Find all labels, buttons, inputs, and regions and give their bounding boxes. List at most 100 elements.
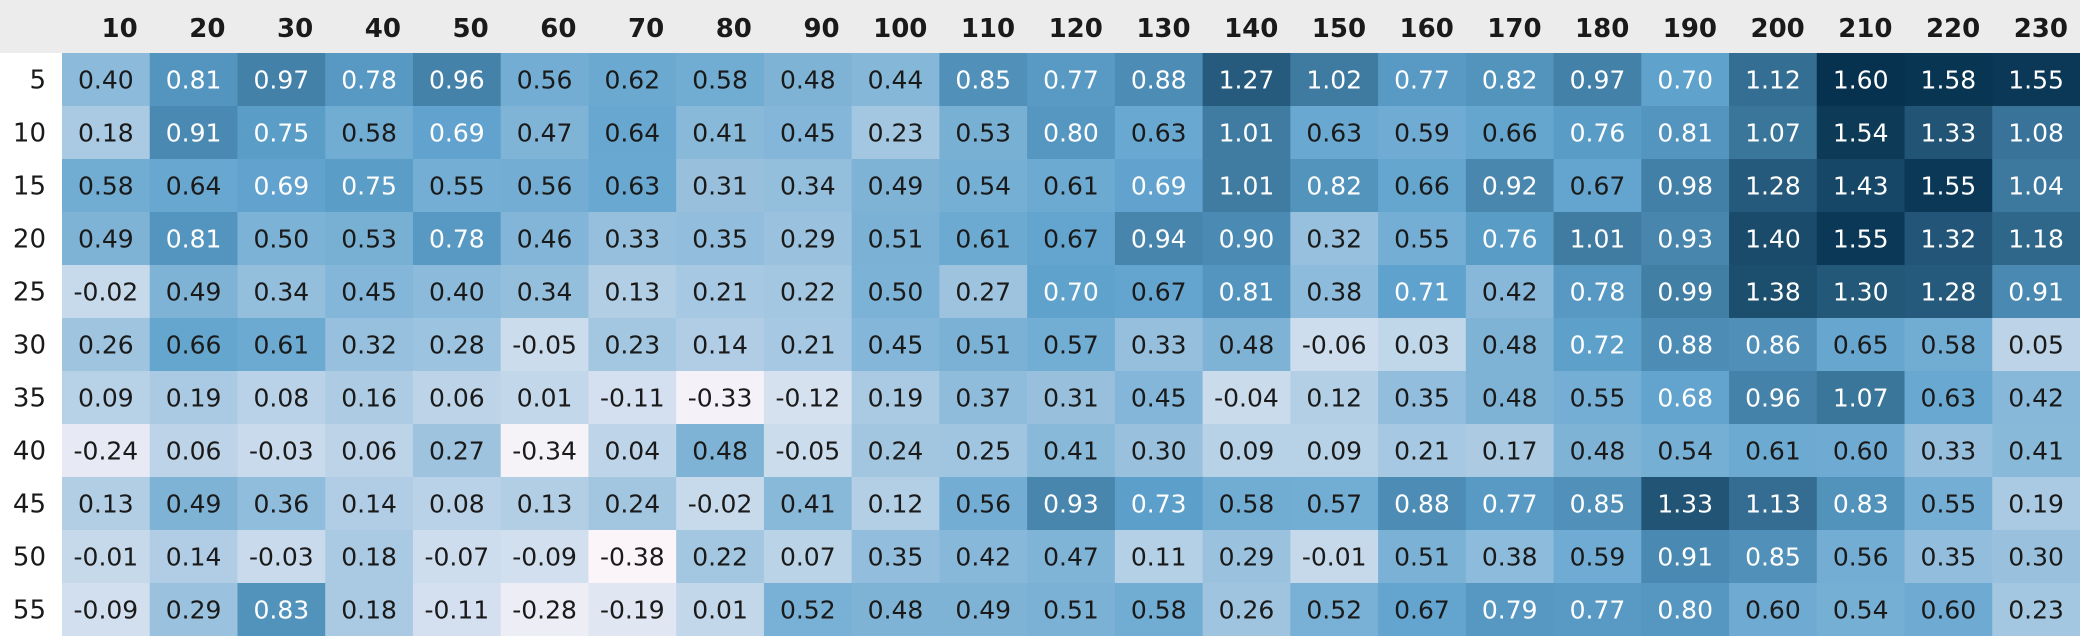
heatmap-cell	[939, 424, 1028, 478]
cell-value-label: 0.62	[604, 66, 660, 95]
cell-value-label: 0.81	[166, 225, 222, 254]
heatmap-cell	[1465, 424, 1555, 478]
cell-value-label: -0.34	[512, 437, 577, 466]
cell-value-label: 0.18	[341, 543, 397, 572]
cell-value-label: 0.48	[1570, 437, 1626, 466]
column-label: 30	[277, 14, 313, 44]
heatmap-cell	[1816, 477, 1906, 531]
cell-value-label: 0.81	[166, 66, 222, 95]
heatmap-cell	[1027, 53, 1116, 107]
cell-value-label: 0.69	[429, 119, 485, 148]
cell-value-label: 0.34	[254, 278, 310, 307]
heatmap-cell	[1114, 265, 1204, 319]
heatmap-cell	[1729, 371, 1818, 425]
heatmap-cell	[851, 106, 940, 160]
cell-value-label: 1.33	[1921, 119, 1977, 148]
column-header-band	[0, 0, 2080, 53]
cell-value-label: 0.75	[254, 119, 310, 148]
cell-value-label: 0.29	[780, 225, 836, 254]
heatmap-cell	[939, 371, 1028, 425]
heatmap-cell	[1553, 371, 1642, 425]
cell-value-label: 1.40	[1745, 225, 1801, 254]
heatmap-cell	[1290, 583, 1379, 636]
cell-value-label: 0.52	[1306, 596, 1362, 625]
column-label: 90	[803, 14, 839, 44]
row-label: 25	[13, 278, 46, 308]
heatmap-cell	[237, 318, 326, 372]
heatmap-cell	[62, 318, 151, 372]
heatmap-cell	[1465, 265, 1555, 319]
heatmap-cell	[1290, 53, 1379, 107]
cell-value-label: 1.43	[1833, 172, 1889, 201]
cell-value-label: 1.02	[1306, 66, 1362, 95]
cell-value-label: 0.33	[1131, 331, 1187, 360]
heatmap-cell	[1114, 583, 1204, 636]
cell-value-label: 0.79	[1482, 596, 1538, 625]
column-label: 40	[365, 14, 401, 44]
heatmap-cell	[1465, 477, 1555, 531]
heatmap-cell	[412, 106, 502, 160]
heatmap-cell	[1465, 212, 1555, 266]
cell-value-label: 0.77	[1570, 596, 1626, 625]
heatmap-cell	[1027, 530, 1116, 584]
cell-value-label: 0.69	[1131, 172, 1187, 201]
heatmap-cell	[1729, 530, 1818, 584]
heatmap-cell	[62, 265, 151, 319]
cell-value-label: 1.33	[1657, 490, 1713, 519]
cell-value-label: 0.45	[868, 331, 924, 360]
heatmap-cell	[1465, 318, 1555, 372]
heatmap-cell	[1378, 106, 1467, 160]
cell-value-label: 0.29	[166, 596, 222, 625]
heatmap-cell	[1816, 371, 1906, 425]
cell-value-label: 0.35	[1921, 543, 1977, 572]
cell-value-label: 0.54	[1657, 437, 1713, 466]
heatmap-cell	[1027, 477, 1116, 531]
cell-value-label: 0.97	[254, 66, 310, 95]
heatmap-cell	[412, 53, 502, 107]
cell-value-label: 1.30	[1833, 278, 1889, 307]
heatmap-cell	[149, 530, 238, 584]
cell-value-label: 1.04	[2008, 172, 2064, 201]
cell-value-label: 1.07	[1745, 119, 1801, 148]
heatmap-cell	[676, 106, 765, 160]
heatmap-cell	[1904, 106, 1993, 160]
heatmap-cell	[149, 424, 238, 478]
heatmap-cell	[1816, 159, 1906, 213]
heatmap-cell	[1202, 318, 1291, 372]
heatmap-cell	[851, 53, 940, 107]
cell-value-label: -0.02	[688, 490, 753, 519]
column-label: 80	[716, 14, 752, 44]
heatmap-cell	[1553, 265, 1642, 319]
cell-value-label: 0.09	[1219, 437, 1275, 466]
heatmap-cell	[1202, 530, 1291, 584]
cell-value-label: 0.35	[868, 543, 924, 572]
column-label: 70	[628, 14, 664, 44]
cell-value-label: 0.12	[868, 490, 924, 519]
cell-value-label: 1.54	[1833, 119, 1889, 148]
heatmap-cell	[1465, 159, 1555, 213]
heatmap-cell	[851, 583, 940, 636]
heatmap-cell	[1641, 424, 1730, 478]
cell-value-label: 0.35	[692, 225, 748, 254]
heatmap-cell	[1378, 583, 1467, 636]
heatmap-cell	[1027, 265, 1116, 319]
cell-value-label: 0.51	[1043, 596, 1099, 625]
heatmap-cell	[412, 159, 502, 213]
cell-value-label: 0.69	[254, 172, 310, 201]
cell-value-label: 0.91	[1657, 543, 1713, 572]
heatmap-cell	[500, 583, 589, 636]
row-label: 55	[13, 596, 46, 626]
heatmap-cell	[325, 477, 414, 531]
heatmap-cell	[1553, 424, 1642, 478]
heatmap-cell	[1027, 318, 1116, 372]
heatmap-cell	[325, 53, 414, 107]
cell-value-label: 0.96	[1745, 384, 1801, 413]
heatmap-cell	[588, 477, 677, 531]
heatmap-cell	[676, 159, 765, 213]
heatmap-cell	[939, 53, 1028, 107]
column-label: 130	[1136, 14, 1190, 44]
cell-value-label: 0.50	[868, 278, 924, 307]
heatmap-cell	[1641, 583, 1730, 636]
cell-value-label: 0.34	[517, 278, 573, 307]
heatmap-cell	[149, 53, 238, 107]
